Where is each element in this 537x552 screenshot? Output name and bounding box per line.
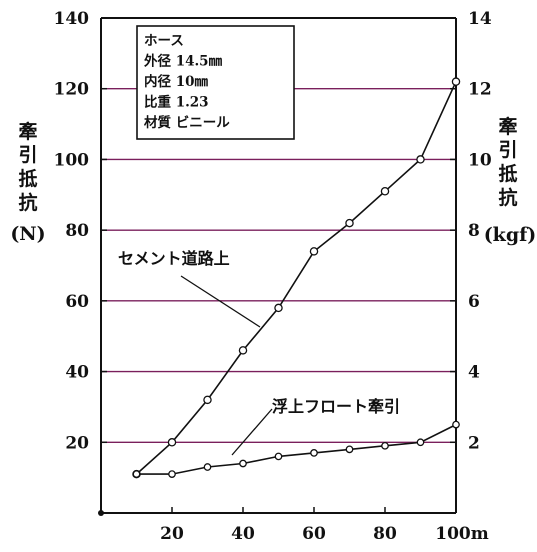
x-tick-label-100m: 100m	[435, 524, 488, 544]
series-1-point-30	[203, 395, 212, 405]
x-tick-label-20: 20	[160, 524, 184, 544]
legend-box-frame	[136, 25, 295, 140]
right-tick-label-4: 4	[468, 363, 480, 383]
left-axis-label-char-1: 牽	[18, 120, 37, 143]
right-tick-label-14: 14	[468, 9, 492, 29]
left-tick-label-20: 20	[65, 433, 89, 453]
legend-line-2: 外径 14.5㎜	[144, 53, 223, 70]
left-tick-label-40: 40	[65, 363, 89, 383]
annotation-leader-1	[180, 275, 261, 328]
right-tick-label-6: 6	[468, 292, 480, 312]
series-1-point-60	[309, 247, 319, 256]
series-2-point-80	[381, 441, 389, 450]
right-tick-label-10: 10	[468, 150, 492, 170]
legend-line-3: 内径 10㎜	[144, 73, 208, 90]
left-tick-label-60: 60	[65, 292, 89, 312]
right-axis-unit: (kgf)	[484, 224, 537, 246]
series-1-point-80	[380, 186, 390, 196]
left-tick-label-120: 120	[54, 80, 90, 100]
left-tick-label-80: 80	[65, 221, 89, 241]
right-axis-label-char-4: 抗	[498, 186, 517, 209]
annotation-leader-2	[231, 408, 273, 456]
left-axis-label-char-2: 引	[18, 144, 37, 166]
x-tick-label-40: 40	[231, 524, 255, 544]
series-2-point-70	[345, 445, 354, 454]
right-tick-label-12: 12	[468, 80, 492, 100]
series-2-point-50	[274, 452, 283, 461]
series-1-point-40	[238, 346, 248, 355]
tick-labels: 20 40 60 80 100 120 140 2 4 6 8 10 12 14 20 40 60 80 100m	[54, 9, 492, 544]
series-2-point-40	[239, 459, 247, 468]
series-2-point-100	[452, 420, 460, 429]
legend-line-5: 材質 ビニール	[144, 114, 230, 131]
series-1-point-70	[345, 218, 354, 228]
left-axis-label-char-5: (N)	[10, 223, 45, 245]
x-tick-label-80: 80	[373, 524, 397, 544]
left-axis-label-char-3: 抵	[18, 168, 37, 190]
origin-dot	[98, 510, 104, 516]
right-axis-label-char-3: 抵	[498, 163, 517, 185]
series-1-point-90	[416, 155, 425, 164]
left-tick-label-100: 100	[54, 150, 90, 170]
series-1-point-20	[167, 438, 177, 447]
series-line-2	[136, 423, 457, 475]
series-1-point-50	[274, 303, 283, 313]
right-tick-label-2: 2	[468, 433, 480, 453]
right-axis-label-char-2: 引	[498, 139, 517, 161]
legend-line-4: 比重 1.23	[144, 94, 209, 111]
annotation-series-2: 浮上フロート牽引	[272, 397, 400, 416]
right-tick-label-8: 8	[468, 221, 480, 241]
series-2-point-60	[310, 449, 318, 457]
series-2-point-10	[132, 470, 141, 478]
series-2-point-90	[416, 438, 425, 447]
right-axis-label-char-1: 牽	[498, 115, 517, 138]
x-tick-label-60: 60	[302, 524, 326, 544]
series-2-point-30	[203, 463, 212, 471]
series-2-point-20	[168, 470, 176, 478]
legend-line-1: ホース	[144, 33, 184, 49]
axes	[98, 17, 457, 516]
series-1-point-100	[451, 77, 461, 86]
left-axis-label-char-4: 抗	[18, 191, 37, 214]
series-group	[132, 77, 461, 479]
annotation-series-1: セメント道路上	[118, 249, 230, 268]
left-tick-label-140: 140	[54, 9, 90, 29]
series-line-1	[135, 81, 457, 475]
